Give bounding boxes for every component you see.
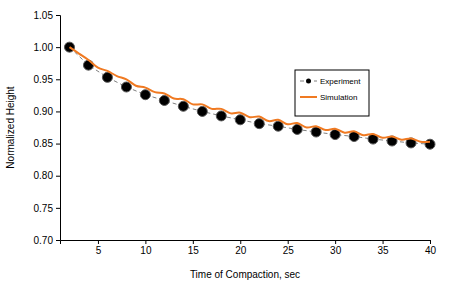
y-tick-mark [56,79,60,80]
x-tick-mark [240,240,241,244]
x-tick-label: 20 [235,245,247,256]
x-tick: 20 [235,240,247,256]
x-tick-label: 15 [188,245,200,256]
y-tick-mark [56,240,60,241]
legend-label: Simulation [320,93,357,102]
chart-container: 5 10 15 20 25 30 35 40 0.70 0.75 0.80 0.85 0.90 0.95 1… [0,0,450,290]
x-tick-label: 5 [96,245,102,256]
y-tick: 0.70 [34,235,60,246]
y-tick-mark [56,208,60,209]
legend-swatch [300,96,317,98]
y-tick-mark [56,111,60,112]
x-tick: 40 [425,240,437,256]
y-tick-mark [56,15,60,16]
x-axis-title: Time of Compaction, sec [190,269,300,280]
y-tick-label: 0.80 [34,170,54,181]
series-marker [292,124,302,134]
x-tick: 25 [283,240,295,256]
x-tick-mark [193,240,194,244]
y-tick-mark [56,176,60,177]
y-tick-label: 0.95 [34,74,54,85]
x-tick-mark [430,240,431,244]
x-tick-mark [335,240,336,244]
series-line [69,47,430,142]
series-marker [178,101,188,111]
series-marker [235,115,245,125]
y-tick: 0.95 [34,74,60,85]
x-tick-label: 10 [140,245,152,256]
series-marker [273,121,283,131]
x-tick: 15 [188,240,200,256]
x-tick-label: 30 [330,245,342,256]
x-axis: 5 10 15 20 25 30 35 40 [61,240,437,256]
x-tick: 35 [378,240,390,256]
series-line [69,47,430,144]
y-tick-label: 1.05 [34,10,54,21]
y-tick: 1.00 [34,42,60,53]
y-tick-label: 0.90 [34,106,54,117]
x-tick-label: 25 [283,245,295,256]
legend-marker [306,79,311,84]
y-axis-line [56,16,61,241]
series-marker [254,119,264,129]
x-tick-label: 40 [425,245,437,256]
x-tick-label: 35 [378,245,390,256]
y-tick: 0.80 [34,170,60,181]
x-tick-mark [98,240,99,244]
y-tick-label: 0.70 [34,235,54,246]
y-tick-label: 1.00 [34,42,54,53]
y-axis-title: Normalized Height [5,86,16,168]
series-marker [121,82,131,92]
x-tick: 5 [96,240,102,256]
y-tick-label: 0.75 [34,203,54,214]
x-tick-mark [288,240,289,244]
y-axis: 0.70 0.75 0.80 0.85 0.90 0.95 1.00 1.05 [34,10,61,246]
y-tick-mark [56,47,60,48]
series-marker [216,111,226,121]
x-tick: 30 [330,240,342,256]
series-marker [140,90,150,100]
y-tick-label: 0.85 [34,138,54,149]
x-tick-mark [383,240,384,244]
x-axis-line [61,241,431,245]
y-tick: 0.85 [34,138,60,149]
series-group [64,42,435,149]
x-tick-mark [145,240,146,244]
y-tick: 0.90 [34,106,60,117]
x-tick: 10 [140,240,152,256]
legend: Experiment Simulation [295,70,369,116]
y-tick-mark [56,144,60,145]
y-tick: 1.05 [34,10,60,21]
chart-svg: 5 10 15 20 25 30 35 40 0.70 0.75 0.80 0.85 0.90 0.95 1… [0,0,450,290]
legend-box [295,70,369,116]
series-marker [159,96,169,106]
y-tick: 0.75 [34,203,60,214]
series-marker [425,139,435,149]
series-marker [197,106,207,116]
plot-area: 5 10 15 20 25 30 35 40 0.70 0.75 0.80 0.85 0.90 0.95 1… [34,10,437,256]
legend-label: Experiment [320,77,361,86]
